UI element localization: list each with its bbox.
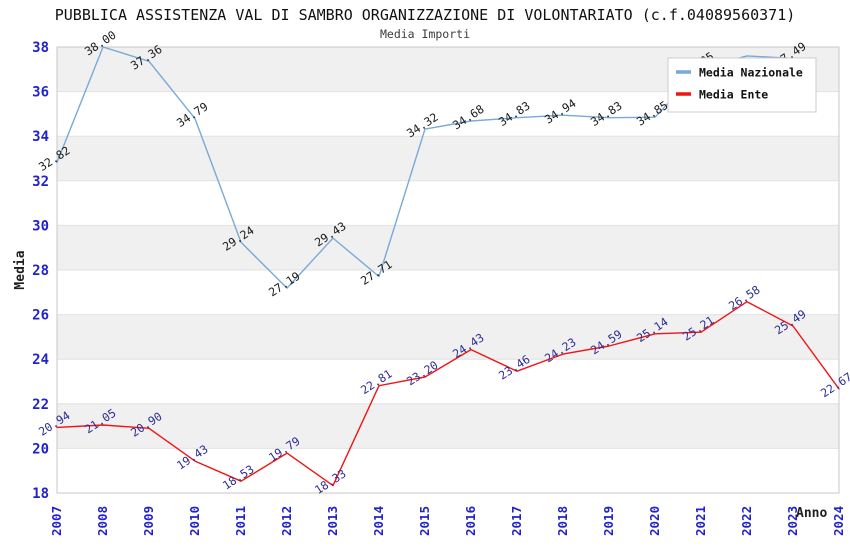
plot-border (56, 46, 840, 494)
y-axis-title: Media (13, 250, 28, 289)
y-tick-label: 38 (32, 40, 49, 56)
data-label: 18.53 (220, 462, 257, 493)
x-tick-label: 2011 (233, 506, 248, 536)
data-label: 34.79 (174, 99, 211, 130)
data-label: 34.83 (588, 98, 625, 129)
y-tick-label: 28 (32, 263, 49, 279)
x-tick-label: 2010 (187, 506, 202, 536)
x-tick-label: 2021 (693, 506, 708, 536)
legend-label-media-nazionale: Media Nazionale (699, 66, 803, 80)
x-tick-label: 2014 (371, 506, 386, 536)
x-tick-label: 2013 (325, 506, 340, 536)
y-tick-label: 22 (32, 397, 49, 413)
y-tick-label: 18 (32, 486, 49, 502)
chart-subtitle: Media Importi (379, 27, 470, 41)
y-tick-label: 20 (32, 441, 49, 457)
legend: Media Nazionale Media Ente (667, 57, 817, 113)
data-label: 26.58 (726, 282, 763, 313)
y-tick-label: 32 (32, 174, 49, 190)
data-label: 34.83 (496, 98, 533, 129)
legend-label-media-ente: Media Ente (699, 88, 768, 102)
data-label: 18.33 (312, 466, 349, 497)
series-line-media-ente (56, 301, 840, 487)
legend-box (667, 57, 817, 113)
data-label: 34.94 (542, 96, 579, 127)
y-tick-label: 30 (32, 218, 49, 234)
x-tick-label: 2019 (601, 506, 616, 536)
x-tick-label: 2017 (509, 506, 524, 536)
plot-band (57, 136, 839, 181)
x-tick-label: 2012 (279, 506, 294, 536)
y-tick-label: 24 (32, 352, 49, 368)
x-tick-label: 2024 (831, 506, 846, 536)
x-tick-label: 2020 (647, 506, 662, 536)
x-tick-label: 2015 (417, 506, 432, 536)
plot-band (57, 403, 839, 449)
y-tick-label: 34 (32, 129, 49, 145)
data-label: 22.67 (818, 370, 850, 401)
x-tick-label: 2007 (49, 506, 64, 536)
chart-title: PUBBLICA ASSISTENZA VAL DI SAMBRO ORGANI… (54, 6, 796, 24)
x-tick-label: 2023 (785, 506, 800, 536)
plot-band (57, 225, 839, 270)
x-tick-label: 2009 (141, 506, 156, 536)
x-tick-label: 2022 (739, 506, 754, 536)
x-tick-label: 2008 (95, 506, 110, 536)
plot-band (57, 314, 839, 360)
data-label: 34.85 (634, 98, 671, 129)
y-tick-label: 36 (32, 85, 49, 101)
x-axis-title: Anno (796, 506, 827, 521)
x-tick-label: 2018 (555, 506, 570, 536)
data-label: 23.20 (404, 358, 441, 389)
y-tick-label: 26 (32, 308, 49, 324)
x-tick-label: 2016 (463, 506, 478, 536)
data-label: 34.68 (450, 102, 487, 133)
